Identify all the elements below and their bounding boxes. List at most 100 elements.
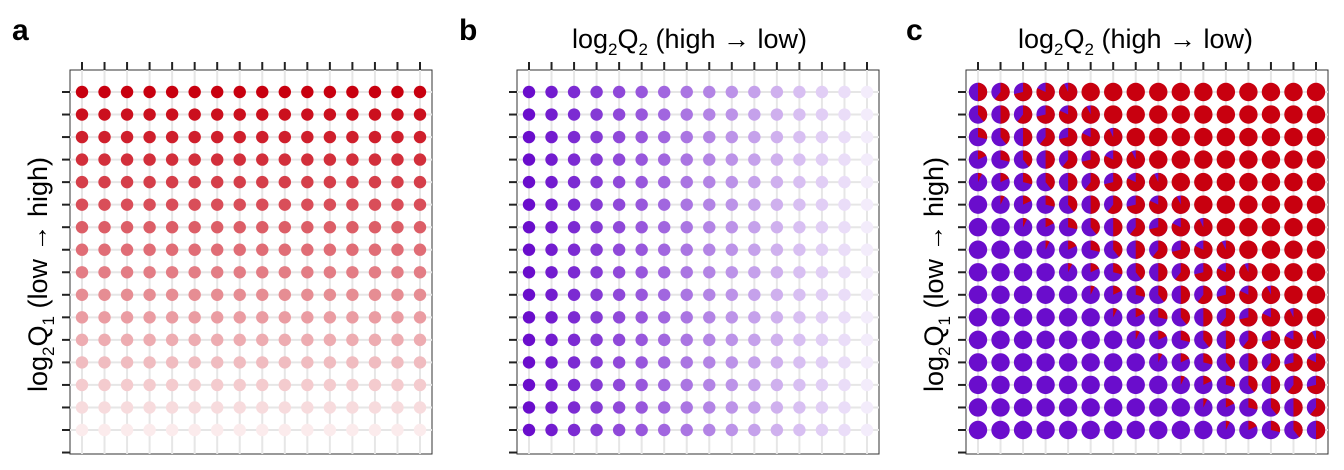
pie-q1: [1045, 217, 1054, 228]
heat-dot: [211, 243, 224, 256]
panel-c-x-label: log2Q2 (high → low): [1018, 24, 1253, 59]
pie-q1: [1306, 150, 1326, 169]
heat-dot: [323, 401, 337, 414]
heat-dot: [612, 175, 626, 189]
heat-dot: [815, 175, 829, 189]
heat-dot: [233, 243, 246, 256]
panel-letter-c: c: [906, 14, 923, 47]
heat-dot: [703, 85, 716, 99]
pie-q1: [1000, 105, 1010, 124]
pie-q2: [991, 308, 1010, 327]
heat-dot: [98, 153, 111, 166]
pie-q2: [1036, 420, 1055, 440]
heat-dot: [256, 108, 269, 121]
heat-dot: [368, 130, 382, 144]
heat-dot: [860, 378, 874, 392]
pie-q1: [1113, 308, 1118, 318]
heat-dot: [770, 175, 784, 189]
heat-dot: [793, 266, 806, 279]
pie-q1: [1113, 285, 1122, 295]
heat-dot: [522, 85, 536, 99]
pie-q1: [1171, 82, 1191, 102]
pie-q1: [1135, 330, 1140, 340]
pie-q2: [1081, 353, 1100, 372]
heat-dot: [680, 85, 693, 99]
pie-q1: [1126, 172, 1145, 192]
heat-dot: [612, 153, 626, 166]
heat-dot: [346, 175, 359, 189]
pie-q2: [1036, 353, 1055, 372]
pie-q1: [1306, 218, 1326, 237]
heat-dot: [368, 108, 382, 121]
heat-dot: [120, 198, 134, 211]
pie-q2: [968, 330, 988, 350]
heat-dot: [860, 85, 874, 99]
heat-dot: [793, 153, 806, 166]
pie-q1: [1261, 285, 1281, 304]
heat-dot: [368, 221, 382, 234]
heat-dot: [590, 378, 603, 392]
heat-dot: [143, 333, 156, 347]
heat-dot: [391, 288, 404, 301]
heat-dot: [278, 266, 291, 279]
pie-q1: [1284, 150, 1303, 169]
heat-dot: [748, 356, 761, 369]
heat-dot: [748, 108, 761, 121]
heat-dot: [545, 175, 558, 189]
pie-q1: [1062, 150, 1078, 169]
plot-frame: [965, 69, 1329, 455]
heat-dot: [143, 401, 156, 414]
heat-dot: [323, 311, 337, 324]
heat-dot: [567, 85, 581, 99]
heat-dot: [165, 356, 179, 369]
heat-dot: [233, 198, 246, 211]
heat-dot: [815, 401, 829, 414]
heat-dot: [301, 108, 314, 121]
heat-dot: [793, 288, 806, 301]
heat-dot: [98, 333, 111, 347]
pie-q2: [1081, 308, 1100, 327]
pie-q1: [1068, 195, 1078, 212]
heat-dot: [567, 130, 581, 144]
pie-q2: [1058, 330, 1078, 350]
pie-q1: [1113, 263, 1123, 275]
heat-dot: [612, 243, 626, 256]
heat-dot: [703, 288, 716, 301]
heat-dot: [98, 198, 111, 211]
pie-q2: [991, 353, 1010, 372]
heat-dot: [635, 221, 648, 234]
heat-dot: [567, 221, 581, 234]
heat-dot: [120, 153, 134, 166]
heat-dot: [233, 378, 246, 392]
pie-q1: [1261, 82, 1281, 102]
heat-dot: [346, 423, 359, 437]
heat-dot: [323, 153, 337, 166]
heat-dot: [323, 243, 337, 256]
heat-dot: [612, 198, 626, 211]
heat-dot: [838, 243, 851, 256]
heat-dot: [98, 221, 111, 234]
pie-q1: [1239, 285, 1258, 304]
heat-dot: [612, 423, 626, 437]
pie-q1: [1216, 82, 1236, 102]
pie-q1: [1000, 172, 1009, 183]
heat-dot: [635, 175, 648, 189]
pie-q1: [1225, 353, 1236, 370]
pie-q2: [1013, 285, 1033, 304]
heat-dot: [346, 130, 359, 144]
heat-dot: [770, 356, 784, 369]
heat-dot: [545, 423, 558, 437]
pie-q1: [1225, 375, 1236, 388]
heat-dot: [75, 333, 89, 347]
heat-dot: [391, 423, 404, 437]
pie-q1: [1180, 330, 1191, 342]
heat-dot: [233, 423, 246, 437]
pie-q1: [1225, 330, 1236, 350]
heat-dot: [748, 221, 761, 234]
heat-dot: [612, 108, 626, 121]
heat-dot: [635, 130, 648, 144]
pie-q1: [1239, 172, 1258, 192]
heat-dot: [545, 401, 558, 414]
pie-q1: [1194, 263, 1213, 282]
heat-dot: [860, 198, 874, 211]
